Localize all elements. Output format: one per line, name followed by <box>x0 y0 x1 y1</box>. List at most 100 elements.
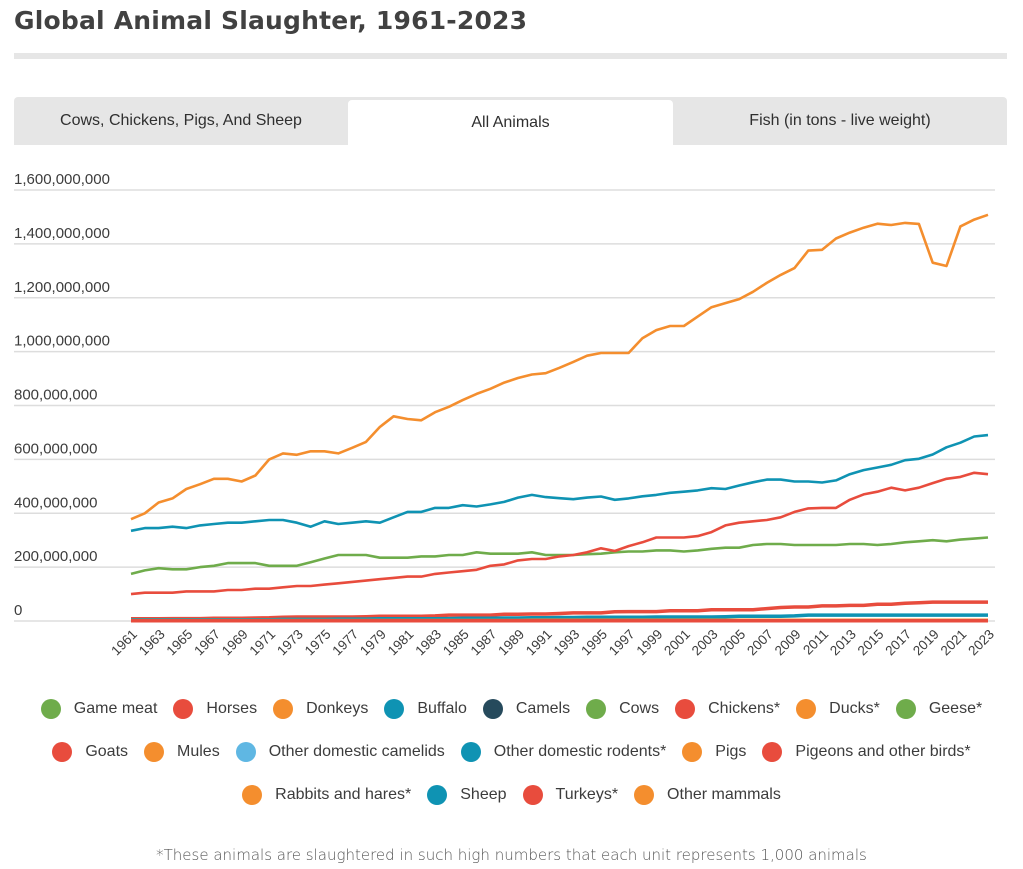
legend-label: Other mammals <box>667 785 781 803</box>
x-tick-label: 2009 <box>772 627 804 659</box>
x-tick-label: 1973 <box>274 627 306 659</box>
legend-label: Ducks* <box>829 699 880 717</box>
x-tick-label: 2017 <box>882 627 914 659</box>
legend-item[interactable]: Cows <box>586 698 660 719</box>
legend-item[interactable]: Pigeons and other birds* <box>762 741 971 762</box>
y-tick-label: 400,000,000 <box>14 494 97 511</box>
x-tick-label: 1963 <box>136 627 168 659</box>
legend-swatch-icon <box>427 784 448 805</box>
legend-item[interactable]: Donkeys <box>273 698 368 719</box>
legend-label: Camels <box>515 699 571 717</box>
legend-swatch-icon <box>173 698 194 719</box>
legend-label: Buffalo <box>417 699 467 717</box>
x-tick-label: 1985 <box>440 627 472 659</box>
legend-item[interactable]: Horses <box>173 698 258 719</box>
legend-swatch-icon <box>460 741 481 762</box>
x-tick-label: 1991 <box>523 627 555 659</box>
x-tick-label: 1977 <box>329 627 361 659</box>
legend-label: Other domestic camelids <box>268 742 445 760</box>
legend-label: Turkeys* <box>555 785 619 803</box>
x-tick-label: 1961 <box>108 627 140 659</box>
legend-item[interactable]: Other domestic camelids <box>235 741 445 762</box>
legend-item[interactable]: Buffalo <box>384 698 467 719</box>
x-tick-label: 2005 <box>716 627 748 659</box>
legend-item[interactable]: Sheep <box>427 784 507 805</box>
legend-item[interactable]: Camels <box>482 698 571 719</box>
y-tick-label: 1,400,000,000 <box>14 225 110 242</box>
x-tick-label: 1993 <box>551 627 583 659</box>
x-tick-label: 1989 <box>495 627 527 659</box>
x-tick-label: 2015 <box>855 627 887 659</box>
legend-label: Sheep <box>460 785 507 803</box>
x-tick-label: 2007 <box>744 627 776 659</box>
legend-label: Pigs <box>715 742 747 760</box>
footnote: *These animals are slaughtered in such h… <box>156 846 867 864</box>
legend-label: Rabbits and hares* <box>275 785 412 803</box>
legend-item[interactable]: Mules <box>144 741 220 762</box>
legend-swatch-icon <box>384 698 405 719</box>
legend-item[interactable]: Goats <box>52 741 129 762</box>
series-line-ducks[interactable] <box>130 536 989 576</box>
series-line-chickens[interactable] <box>130 213 989 521</box>
x-tick-label: 1975 <box>302 627 334 659</box>
tab-cows-chickens-pigs-sheep[interactable]: Cows, Chickens, Pigs, And Sheep <box>60 112 302 129</box>
x-tick-label: 2013 <box>827 627 859 659</box>
legend-item[interactable]: Geese* <box>895 698 982 719</box>
x-tick-label: 1981 <box>385 627 417 659</box>
tab-fish[interactable]: Fish (in tons - live weight) <box>749 112 931 129</box>
legend-swatch-icon <box>762 741 783 762</box>
series-line-pigs[interactable] <box>130 433 989 533</box>
legend-swatch-icon <box>522 784 543 805</box>
legend-item[interactable]: Other domestic rodents* <box>460 741 667 762</box>
x-tick-label: 2023 <box>965 627 997 659</box>
legend-swatch-icon <box>675 698 696 719</box>
legend-label: Mules <box>177 742 220 760</box>
tab-all-animals[interactable]: All Animals <box>348 100 673 145</box>
legend-item[interactable]: Ducks* <box>796 698 880 719</box>
legend-item[interactable]: Pigs <box>682 741 747 762</box>
legend-swatch-icon <box>273 698 294 719</box>
legend-item[interactable]: Chickens* <box>675 698 781 719</box>
x-tick-label: 2021 <box>938 627 970 659</box>
x-tick-label: 1997 <box>606 627 638 659</box>
legend-label: Pigeons and other birds* <box>795 742 971 760</box>
legend-swatch-icon <box>482 698 503 719</box>
y-tick-label: 1,200,000,000 <box>14 279 110 296</box>
legend-label: Chickens* <box>708 699 781 717</box>
legend-swatch-icon <box>242 784 263 805</box>
legend: Game meat Horses Donkeys Buffalo Camels Cows C… <box>0 698 1023 827</box>
legend-label: Horses <box>206 699 258 717</box>
legend-swatch-icon <box>796 698 817 719</box>
y-tick-label: 1,000,000,000 <box>14 333 110 350</box>
legend-item[interactable]: Game meat <box>40 698 157 719</box>
legend-label: Other domestic rodents* <box>493 742 667 760</box>
legend-item[interactable]: Other mammals <box>634 784 781 805</box>
page-title: Global Animal Slaughter, 1961-2023 <box>14 6 528 35</box>
x-tick-label: 1995 <box>578 627 610 659</box>
legend-swatch-icon <box>40 698 61 719</box>
x-tick-label: 1979 <box>357 627 389 659</box>
x-tick-label: 1971 <box>246 627 278 659</box>
legend-item[interactable]: Rabbits and hares* <box>242 784 412 805</box>
x-tick-label: 1983 <box>412 627 444 659</box>
legend-item[interactable]: Turkeys* <box>522 784 619 805</box>
legend-swatch-icon <box>634 784 655 805</box>
legend-label: Cows <box>619 699 660 717</box>
series-line-turkeys[interactable] <box>131 600 988 621</box>
tab-bar: Cows, Chickens, Pigs, And Sheep All Anim… <box>14 97 1007 145</box>
line-chart: 0 200,000,000 400,000,000 600,000,000 800,00… <box>14 171 997 659</box>
x-tick-label: 1969 <box>219 627 251 659</box>
title-divider <box>14 53 1007 59</box>
x-tick-label: 1987 <box>468 627 500 659</box>
legend-swatch-icon <box>235 741 256 762</box>
y-tick-label: 800,000,000 <box>14 387 97 404</box>
legend-swatch-icon <box>144 741 165 762</box>
x-tick-label: 1967 <box>191 627 223 659</box>
legend-swatch-icon <box>682 741 703 762</box>
legend-label: Goats <box>85 742 129 760</box>
series-line-goats[interactable] <box>130 471 989 596</box>
y-tick-label: 200,000,000 <box>14 548 97 565</box>
legend-row: Goats Mules Other domestic camelids Other d… <box>0 741 1023 762</box>
y-tick-label: 0 <box>14 602 22 619</box>
x-tick-label: 2011 <box>800 627 831 658</box>
